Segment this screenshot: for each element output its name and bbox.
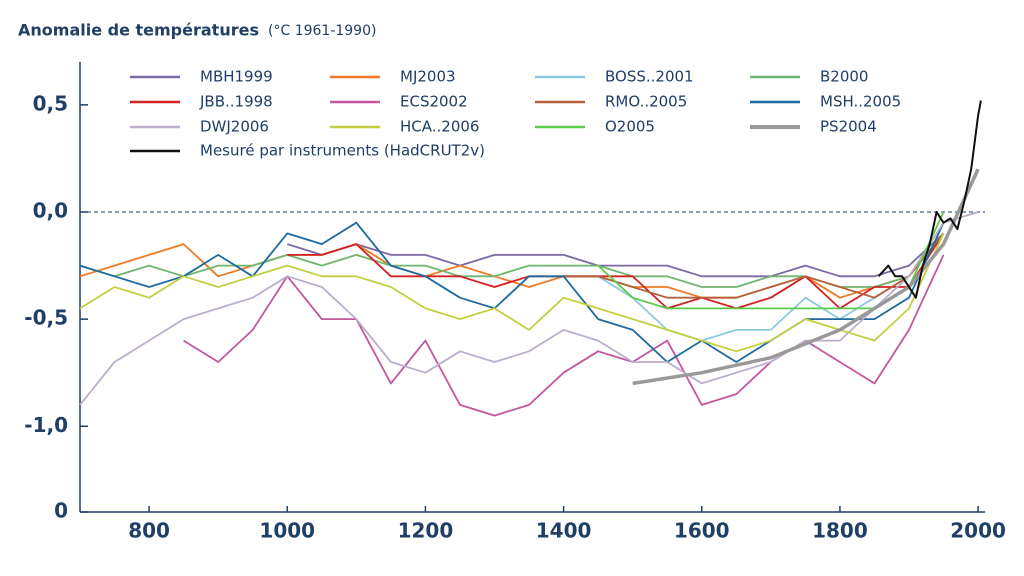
legend-label: O2005	[605, 118, 655, 136]
legend-label: MJ2003	[400, 68, 456, 86]
legend-label: MSH..2005	[820, 93, 901, 111]
y-tick-label: 0	[54, 499, 68, 523]
legend-label: RMO..2005	[605, 93, 687, 111]
legend-label: Mesuré par instruments (HadCRUT2v)	[200, 142, 485, 160]
chart-title: Anomalie de températures	[18, 21, 259, 40]
series-line	[287, 232, 945, 310]
series-line	[287, 232, 945, 278]
x-tick-label: 1000	[259, 519, 315, 543]
x-tick-label: 1800	[812, 519, 868, 543]
series-line	[79, 232, 945, 288]
series-line	[563, 232, 945, 299]
x-tick-label: 800	[128, 519, 170, 543]
legend-label: BOSS..2001	[605, 68, 694, 86]
series-line	[79, 232, 945, 299]
x-tick-label: 1600	[674, 519, 730, 543]
legend-label: DWJ2006	[200, 118, 269, 136]
series-line	[877, 100, 982, 299]
series-line	[79, 211, 979, 406]
y-tick-label: -1,0	[24, 413, 68, 437]
y-tick-label: -0,5	[24, 306, 68, 330]
y-tick-label: 0,5	[33, 91, 68, 115]
series-line	[183, 254, 945, 417]
series-line	[632, 168, 980, 386]
y-tick-label: 0,0	[33, 199, 68, 223]
x-tick-label: 1400	[536, 519, 592, 543]
legend-label: JBB..1998	[199, 93, 273, 111]
legend-label: HCA..2006	[400, 118, 479, 136]
legend-label: PS2004	[820, 118, 877, 136]
series-line	[79, 233, 945, 353]
x-tick-label: 1200	[398, 519, 454, 543]
legend-label: MBH1999	[200, 68, 273, 86]
legend-label: ECS2002	[400, 93, 468, 111]
legend-label: B2000	[820, 68, 868, 86]
series-line	[597, 211, 945, 310]
chart-subtitle: (°C 1961-1990)	[268, 23, 376, 39]
x-tick-label: 2000	[950, 519, 1006, 543]
